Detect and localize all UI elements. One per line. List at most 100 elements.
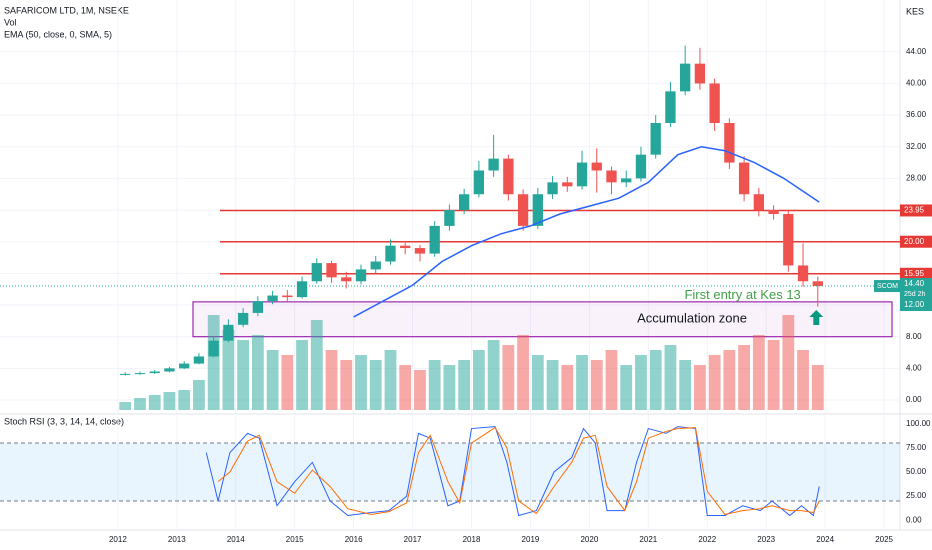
volume-bar xyxy=(546,360,559,410)
volume-bar xyxy=(193,380,205,410)
volume-bar xyxy=(384,350,397,410)
candle-body xyxy=(680,63,691,92)
volume-bar xyxy=(605,350,618,410)
volume-bar xyxy=(148,395,161,410)
level-box xyxy=(900,235,932,248)
volume-label: Vol xyxy=(4,17,17,27)
candle-body xyxy=(311,263,322,282)
candle-body xyxy=(753,194,764,211)
ema-line xyxy=(353,145,820,318)
volume-bar xyxy=(664,345,677,410)
zone-level-box xyxy=(900,299,932,312)
candle-body xyxy=(547,182,558,195)
candle-body xyxy=(267,295,278,302)
volume-bar xyxy=(134,398,146,410)
chart-title: SAFARICOM LTD, 1M, NSEKE xyxy=(4,5,129,15)
x-tick-label: 2015 xyxy=(286,535,304,544)
volume-bar xyxy=(472,350,485,410)
candle-body xyxy=(532,194,543,226)
volume-bar xyxy=(797,350,809,410)
volume-bar xyxy=(767,340,780,410)
candle-body xyxy=(503,158,514,195)
level-box xyxy=(900,267,932,280)
y-tick-label: 36.00 xyxy=(906,110,927,119)
candle-body xyxy=(591,162,602,171)
candle-body xyxy=(414,248,426,254)
stoch-tick-label: 50.00 xyxy=(906,467,927,476)
candle-body xyxy=(208,340,219,357)
volume-bar xyxy=(811,365,824,410)
annotation: First entry at Kes 13 xyxy=(684,287,800,302)
candle-body xyxy=(768,210,779,215)
zone-text: Accumulation zone xyxy=(637,311,747,326)
volume-bar xyxy=(296,340,308,410)
y-tick-label: 40.00 xyxy=(906,79,927,88)
candle-body xyxy=(444,210,455,226)
x-tick-label: 2013 xyxy=(168,535,186,544)
volume-bar xyxy=(561,365,574,410)
candle-body xyxy=(812,281,823,287)
candle-body xyxy=(341,277,352,282)
volume-bar xyxy=(708,355,721,410)
x-tick-label: 2025 xyxy=(875,535,893,544)
candle-body xyxy=(385,245,396,262)
volume-bar xyxy=(723,350,736,410)
candle-body xyxy=(164,368,175,372)
volume-bar xyxy=(487,340,500,410)
x-tick-label: 2017 xyxy=(404,535,422,544)
accumulation-zone xyxy=(192,301,893,338)
volume-bar xyxy=(752,335,765,410)
stoch-tick-label: 0.00 xyxy=(906,515,922,524)
volume-bar xyxy=(251,335,264,410)
volume-bar xyxy=(738,345,750,410)
volume-bar xyxy=(620,365,633,410)
candle-body xyxy=(296,281,308,298)
candle-body xyxy=(694,63,706,84)
candle-body xyxy=(635,154,647,179)
candle-body xyxy=(562,182,573,187)
candle-body xyxy=(193,356,205,364)
volume-bar xyxy=(310,320,323,410)
candle-body xyxy=(473,170,485,195)
candle-body xyxy=(429,225,440,254)
volume-bar xyxy=(163,392,176,410)
y-tick-label: 44.00 xyxy=(906,47,927,56)
x-tick-label: 2012 xyxy=(109,535,127,544)
candle-body xyxy=(517,194,529,226)
candle-body xyxy=(370,261,381,270)
candle-body xyxy=(783,214,794,266)
volume-bar xyxy=(576,355,588,410)
stoch-line xyxy=(217,426,820,516)
y-tick-label: 28.00 xyxy=(906,174,927,183)
candle-body xyxy=(149,371,160,374)
stoch-band xyxy=(0,443,900,501)
currency: KES xyxy=(906,6,924,16)
candle-body xyxy=(458,194,470,211)
volume-bar xyxy=(590,360,603,410)
ema-label: EMA (50, close, 0, SMA, 5) xyxy=(4,29,112,39)
stoch-title: Stoch RSI (3, 3, 14, 14, close) xyxy=(4,416,124,426)
symbol-box xyxy=(874,280,900,293)
candle-body xyxy=(724,123,735,163)
volume-bar xyxy=(325,350,338,410)
stoch-tick-label: 25.00 xyxy=(906,491,927,500)
x-tick-label: 2024 xyxy=(816,535,834,544)
volume-bar xyxy=(694,365,706,410)
candle-body xyxy=(400,245,411,249)
volume-bar xyxy=(207,315,220,410)
volume-bar xyxy=(355,355,367,410)
x-tick-label: 2019 xyxy=(522,535,540,544)
volume-bar xyxy=(517,335,529,410)
candle-body xyxy=(576,162,588,187)
candle-body xyxy=(650,123,661,155)
candle-body xyxy=(709,83,720,124)
candle-body xyxy=(797,265,809,282)
x-tick-label: 2020 xyxy=(580,535,598,544)
level-box xyxy=(900,204,932,217)
volume-bar xyxy=(635,355,647,410)
x-tick-label: 2018 xyxy=(463,535,481,544)
volume-bar xyxy=(679,360,692,410)
